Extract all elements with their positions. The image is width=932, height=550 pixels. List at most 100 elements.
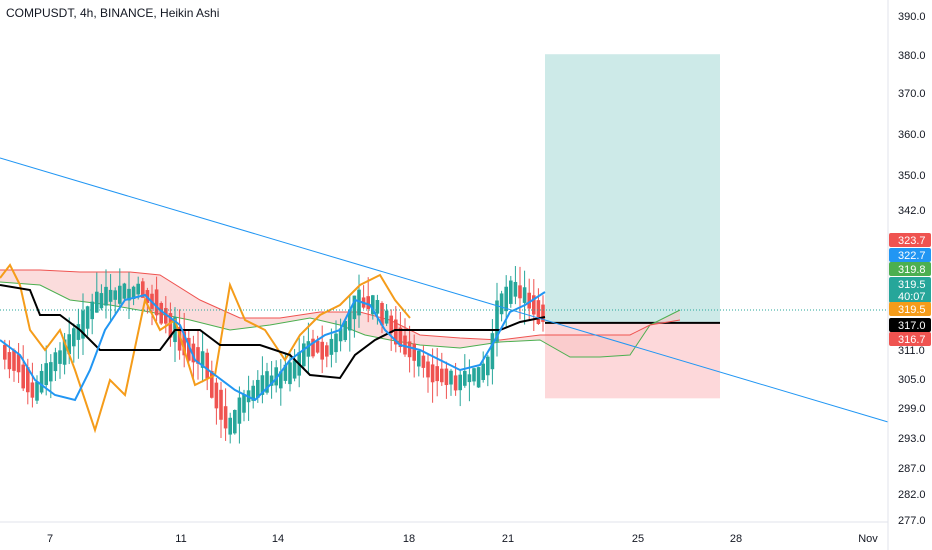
candle-body <box>348 309 352 331</box>
price-badge-value: 319.5 <box>898 304 926 316</box>
candle-body <box>127 288 131 301</box>
candle-body <box>67 334 71 355</box>
time-tick-label: 11 <box>175 533 186 545</box>
candle-body <box>417 350 421 367</box>
candle-body <box>159 302 163 324</box>
time-tick-label: 14 <box>272 533 284 545</box>
candle-body <box>35 381 39 401</box>
price-badge <box>889 318 931 332</box>
candle-body <box>223 406 228 429</box>
candle-body <box>30 382 35 398</box>
candle-body <box>104 286 108 306</box>
candle-body <box>136 283 140 295</box>
candle-body <box>458 374 462 391</box>
candle-body <box>269 375 274 386</box>
candle-body <box>375 299 380 314</box>
candle-body <box>421 355 426 368</box>
candle-body <box>467 374 472 383</box>
price-tick-label: 380.0 <box>898 50 926 62</box>
candle-body <box>260 375 265 395</box>
price-tick-label: 293.0 <box>898 433 926 445</box>
candle-body <box>177 327 182 351</box>
candle-body <box>499 293 504 315</box>
candle-body <box>44 363 48 386</box>
price-badge-value: 316.7 <box>898 334 926 346</box>
candle-body <box>53 352 58 372</box>
candle-body <box>472 368 476 382</box>
candle-body <box>12 349 16 371</box>
time-tick-label: 28 <box>730 533 742 545</box>
position-zones[interactable] <box>545 54 720 399</box>
price-badge-value: 323.7 <box>898 235 926 247</box>
candle-body <box>233 409 237 434</box>
candle-body <box>357 289 361 316</box>
candle-body <box>435 366 439 382</box>
candle-body <box>463 370 467 386</box>
price-tick-label: 360.0 <box>898 129 926 141</box>
candle-body <box>504 286 508 312</box>
candle-body <box>95 291 99 313</box>
time-axis[interactable]: 7 11 14 18 21 25 28 Nov <box>47 533 878 545</box>
price-tick-label: 390.0 <box>898 11 926 23</box>
candle-body <box>389 315 393 333</box>
candle-body <box>490 333 495 370</box>
candle-body <box>205 352 209 379</box>
candle-body <box>403 335 407 355</box>
price-tick-label: 299.0 <box>898 403 926 415</box>
candle-body <box>265 371 269 393</box>
price-badge <box>889 332 931 346</box>
price-badge-value: 319.5 <box>898 279 926 291</box>
candle-body <box>444 368 449 386</box>
price-badge-value: 317.0 <box>898 320 926 332</box>
candle-body <box>49 362 53 382</box>
indicator-lines <box>0 263 546 434</box>
candle-body <box>85 306 90 329</box>
candle-body <box>449 370 453 385</box>
candle-body <box>481 363 485 380</box>
candle-body <box>219 389 223 420</box>
leading-span-a <box>0 281 681 358</box>
time-tick-label: 25 <box>632 533 644 545</box>
candle-body <box>214 382 219 409</box>
candle-body <box>311 338 315 357</box>
candle-body <box>191 343 196 363</box>
price-tick-label: 282.0 <box>898 489 926 501</box>
candle-body <box>536 300 541 325</box>
candle-body <box>380 302 384 326</box>
price-axis[interactable]: 390.0 380.0 370.0 360.0 350.0 342.0 311.0 305.0… <box>898 11 926 527</box>
candle-body <box>518 285 522 299</box>
candle-body <box>99 293 104 309</box>
candle-body <box>532 295 536 315</box>
candle-body <box>329 338 334 355</box>
plot-area <box>0 54 889 444</box>
candle-body <box>237 397 242 424</box>
candle-body <box>453 375 458 391</box>
candle-body <box>122 283 127 299</box>
candle-body <box>306 341 311 357</box>
candle-body <box>384 310 389 324</box>
candle-body <box>113 290 117 300</box>
candle-body <box>210 370 214 398</box>
descending-trendline[interactable] <box>0 157 889 423</box>
candle-body <box>325 345 329 357</box>
candle-body <box>81 310 85 339</box>
candle-body <box>90 301 94 320</box>
time-tick-label: 7 <box>47 533 53 545</box>
candle-body <box>426 361 430 378</box>
chart-title: COMPUSDT, 4h, BINANCE, Heikin Ashi <box>6 6 220 20</box>
candle-body <box>228 417 232 435</box>
candle-body <box>279 371 283 389</box>
target-zone[interactable] <box>545 54 720 323</box>
price-tick-label: 311.0 <box>898 345 925 357</box>
candle-body <box>21 364 25 389</box>
cloud-fill <box>0 270 680 357</box>
candle-body <box>513 281 518 297</box>
candle-body <box>256 379 260 398</box>
price-badge <box>889 262 931 276</box>
candle-body <box>486 356 490 376</box>
candle-body <box>315 340 320 353</box>
time-tick-label: 21 <box>502 533 514 545</box>
trendline[interactable] <box>0 157 889 423</box>
